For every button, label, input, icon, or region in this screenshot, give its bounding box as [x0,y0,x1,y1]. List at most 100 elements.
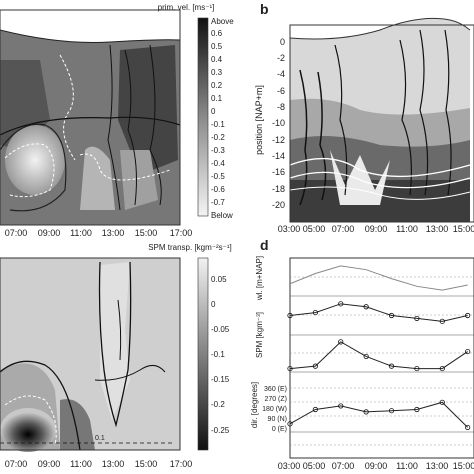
panel-c-x-tick: 15:00 [135,459,158,469]
panel-d-dir-tick: 360 (E) [264,386,287,393]
panel-d-data-point [388,312,395,319]
panel-a-x-tick: 13:00 [102,228,125,238]
panel-a-colorbar-ticks: Above 0.6 0.5 0.4 0.3 0.2 0.1 0 -0.1 -0.… [211,17,234,220]
panel-c-colorbar-ticks: 0.05 0 -0.05 -0.1 -0.15 -0.2 -0.25 [211,275,230,435]
panel-d-frame [289,257,474,459]
panel-a-cbar-tick: Below [211,211,233,220]
panel-b-x-ticks: 03:00 05:00 07:00 09:00 11:00 13:00 15:0… [278,224,474,234]
panel-a-contours [0,44,181,212]
panel-d-gridlines [290,276,474,446]
panel-d-data-point [363,304,369,310]
panel-a-surface-line [0,29,181,43]
panel-b-x-tick: 07:00 [332,224,355,234]
panel-b-x-tick: 09:00 [365,224,388,234]
panel-b-y-tick: -20 [272,200,285,210]
panel-c-x-tick: 17:00 [170,459,193,469]
panel-c: 0.1 07:00 09:00 11:00 13:00 15:00 17:00 … [0,243,232,469]
panel-b-ylabel: position [NAP+m] [254,85,264,155]
panel-b-x-tick: 03:00 [278,224,301,234]
panel-b-letter: b [260,1,269,17]
panel-b-y-tick: -8 [277,102,285,112]
panel-a-frame [0,9,181,226]
panel-d-dir-tick: 90 (N) [268,416,287,423]
panel-b-x-tick: 11:00 [396,224,418,234]
panel-a: 07:00 09:00 11:00 13:00 15:00 17:00 prim… [0,3,234,238]
panel-c-field [0,258,180,452]
panel-b-x-tick: 13:00 [426,224,449,234]
panel-c-contours [0,261,175,451]
panel-c-colorbar [197,257,209,451]
panel-d-x-tick: 13:00 [426,461,449,471]
panel-b-x-tick: 15:00 [453,224,474,234]
panel-d-ylabel-spm: SPM [kgm⁻³] [255,312,264,358]
panel-d-data-point [338,403,344,409]
panel-c-colorbar-label: SPM transp. [kgm⁻²s⁻¹] [148,243,232,252]
panel-a-colorbar-label: prim. vel. [ms⁻¹] [158,3,215,12]
panel-a-cbar-tick: 0.1 [211,94,223,103]
panel-b-y-tick: 0 [280,37,285,47]
panel-d-letter: d [260,237,269,253]
panel-d-ylabel-wl: wl. [m+NAP] [255,256,264,301]
panel-a-x-tick: 11:00 [70,228,92,238]
panel-d-series-line [289,341,468,370]
panel-d-data-point [439,318,445,324]
panel-d-dir-tick: 180 (W) [262,406,287,413]
panel-d-data-point [465,348,471,355]
panel-a-cbar-tick: 0.4 [211,55,223,64]
panel-d-data-point [388,363,395,369]
panel-b-y-tick: -18 [272,184,285,194]
panel-b-y-tick: -16 [272,167,285,177]
panel-a-cbar-tick: -0.1 [211,120,225,129]
panel-c-x-tick: 09:00 [38,459,61,469]
panel-a-x-ticks: 07:00 09:00 11:00 13:00 15:00 17:00 [5,228,193,238]
panel-c-cbar-tick: -0.25 [211,426,230,435]
panel-a-x-tick: 09:00 [38,228,61,238]
panel-d-data-point [414,315,420,322]
panel-c-frame [0,257,181,451]
panel-a-cbar-tick: 0.5 [211,42,223,51]
panel-b-x-tick: 05:00 [303,224,326,234]
panel-d-data-point [363,409,369,415]
panel-d-dir-tick: 270 (Z) [264,396,287,403]
panel-b-field [290,18,470,223]
panel-a-cbar-tick: 0.6 [211,29,223,38]
panel-a-cbar-tick: -0.3 [211,146,225,155]
panel-d-data-point [465,424,471,431]
panel-d-x-tick: 05:00 [303,461,326,471]
panel-a-x-tick: 17:00 [170,228,193,238]
panel-d-series-line [289,303,468,322]
panel-d-series-line [289,265,468,291]
panel-a-cbar-tick: -0.6 [211,185,225,194]
panel-c-x-tick: 11:00 [70,459,92,469]
panel-d: d wl. [m+NAP] SPM [kgm⁻³] dir. [degrees]… [250,237,474,471]
panel-b-y-tick: -10 [272,118,285,128]
panel-d-x-tick: 09:00 [365,461,388,471]
panel-d-data-point [338,339,344,345]
panel-b-y-tick: -6 [277,86,285,96]
panel-d-x-tick: 07:00 [332,461,355,471]
panel-c-cbar-tick: 0 [211,300,216,309]
panel-b-surface-line [289,17,471,40]
panel-d-data-point [287,421,293,427]
panel-c-cbar-tick: -0.2 [211,400,225,409]
panel-d-series [287,265,471,431]
panel-b: b position [NAP+m] 0 -2 -4 -6 -8 [254,1,474,234]
panel-d-data-point [287,312,293,319]
panel-a-cbar-tick: -0.7 [211,198,225,207]
panel-c-cbar-tick: -0.05 [211,325,230,334]
panel-b-y-tick: -4 [277,69,285,79]
panel-a-cbar-tick: Above [211,17,234,26]
panel-d-x-tick: 03:00 [278,461,301,471]
panel-d-data-point [363,353,369,360]
panel-d-data-point [312,309,318,316]
panel-d-data-point [312,406,318,413]
panel-d-data-point [312,363,318,369]
panel-c-x-ticks: 07:00 09:00 11:00 13:00 15:00 17:00 [5,459,193,469]
panel-a-colorbar [197,17,209,217]
panel-b-y-tick: -12 [272,135,285,145]
panel-d-series-line [289,401,469,428]
panel-c-cbar-tick: -0.15 [211,375,230,384]
panel-d-data-point [388,408,395,414]
panel-a-cbar-tick: -0.4 [211,159,225,168]
